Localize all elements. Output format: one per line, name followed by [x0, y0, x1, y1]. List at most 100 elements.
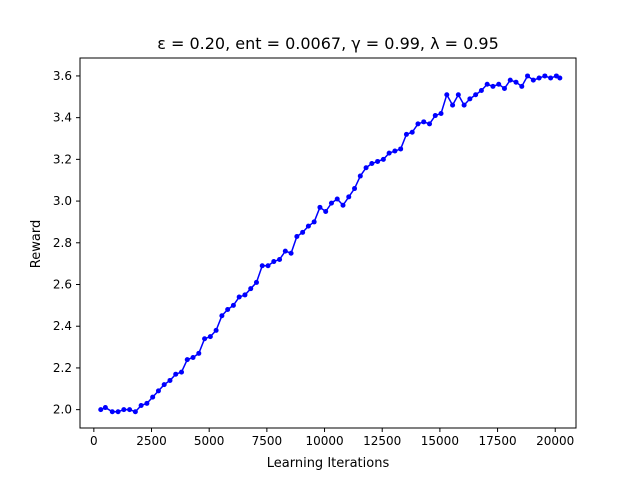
x-tick-label: 0 — [90, 434, 98, 448]
chart-title: ε = 0.20, ent = 0.0067, γ = 0.99, λ = 0.… — [157, 34, 499, 53]
data-point — [184, 357, 190, 363]
data-point — [542, 73, 548, 79]
y-tick-label: 3.6 — [53, 69, 72, 83]
data-point — [277, 256, 283, 262]
data-point — [525, 73, 531, 79]
x-tick-label: 10000 — [305, 434, 343, 448]
y-tick-label: 2.0 — [53, 403, 72, 417]
data-point — [288, 250, 294, 256]
data-point — [467, 96, 473, 102]
data-point — [490, 83, 496, 89]
data-point — [501, 85, 507, 91]
data-point — [259, 263, 265, 269]
y-tick-label: 3.0 — [53, 194, 72, 208]
data-point — [282, 248, 288, 254]
data-point — [357, 173, 363, 179]
data-point — [548, 75, 554, 81]
y-tick-label: 3.4 — [53, 111, 72, 125]
x-tick-label: 20000 — [536, 434, 574, 448]
data-point — [138, 402, 144, 408]
data-point — [109, 409, 115, 415]
data-point — [432, 113, 438, 119]
data-point — [271, 259, 277, 265]
y-axis-label: Reward — [29, 220, 44, 268]
data-point — [190, 355, 196, 360]
data-point — [334, 196, 340, 202]
data-point — [519, 83, 525, 89]
data-point — [484, 81, 490, 87]
data-point — [328, 200, 334, 206]
data-point — [230, 302, 236, 308]
data-point — [179, 369, 185, 375]
data-point — [207, 334, 213, 340]
data-point — [213, 327, 219, 333]
y-tick-label: 2.4 — [53, 319, 72, 333]
data-point — [513, 79, 519, 85]
data-point — [236, 294, 242, 300]
plot-area — [79, 57, 577, 429]
y-tick-label: 2.6 — [53, 278, 72, 292]
y-tick-label: 2.2 — [53, 361, 72, 375]
data-point — [161, 382, 167, 388]
data-point — [421, 119, 427, 125]
y-axis: 2.0 2.2 2.4 2.6 2.8 3.0 3.2 3.4 3.6 — [53, 69, 80, 417]
data-point — [478, 88, 484, 94]
data-point — [450, 102, 456, 108]
data-point — [294, 234, 300, 240]
data-point — [340, 202, 346, 208]
data-point — [403, 131, 409, 137]
data-point — [496, 81, 502, 87]
data-point — [173, 371, 179, 377]
x-axis: 0 2500 5000 7500 10000 12500 15000 17500 20000 — [90, 428, 574, 448]
data-point — [242, 292, 248, 298]
data-point — [150, 394, 156, 400]
data-point — [352, 186, 358, 192]
data-point — [536, 75, 542, 81]
data-point — [557, 75, 563, 81]
data-point — [444, 92, 450, 98]
data-point — [507, 77, 513, 83]
data-point — [398, 146, 404, 152]
data-point — [461, 102, 467, 108]
data-point — [155, 388, 161, 394]
data-point — [386, 150, 392, 156]
y-tick-label: 3.2 — [53, 152, 72, 166]
data-point — [409, 129, 415, 135]
data-point — [380, 156, 386, 162]
data-point — [415, 121, 421, 127]
data-point — [455, 92, 461, 98]
x-tick-label: 15000 — [421, 434, 459, 448]
data-point — [305, 223, 311, 229]
data-point — [202, 336, 208, 342]
data-point — [98, 407, 104, 413]
data-point — [121, 407, 127, 413]
x-axis-label: Learning Iterations — [267, 456, 390, 471]
data-point — [392, 148, 398, 154]
data-point — [300, 229, 306, 235]
data-point — [102, 405, 108, 411]
data-point — [375, 158, 381, 164]
data-point — [248, 286, 254, 292]
data-point — [127, 407, 133, 413]
data-point — [369, 161, 375, 167]
y-tick-label: 2.8 — [53, 236, 72, 250]
data-point — [323, 209, 329, 215]
data-point — [530, 77, 536, 83]
data-point — [427, 121, 433, 127]
x-tick-label: 7500 — [252, 434, 283, 448]
data-point — [473, 92, 479, 98]
data-point — [144, 400, 150, 406]
x-tick-label: 12500 — [363, 434, 401, 448]
x-tick-label: 5000 — [194, 434, 225, 448]
data-point — [438, 110, 444, 116]
data-point — [346, 194, 352, 200]
data-point — [253, 279, 259, 285]
data-point — [132, 409, 138, 415]
data-point — [219, 313, 225, 319]
data-point — [167, 377, 173, 383]
data-point — [311, 219, 317, 225]
data-point — [225, 307, 231, 313]
data-point — [196, 350, 202, 356]
